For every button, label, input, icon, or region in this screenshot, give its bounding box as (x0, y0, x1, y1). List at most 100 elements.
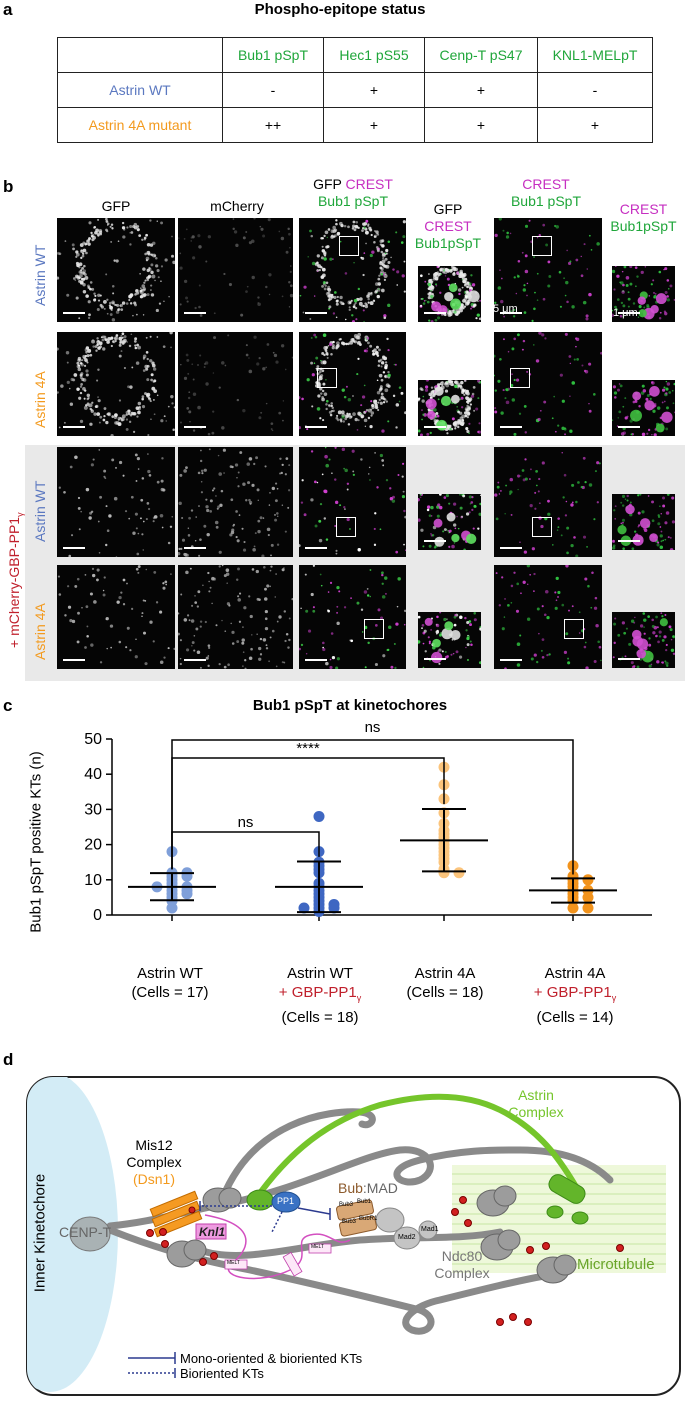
signal-spot (311, 373, 315, 377)
signal-spot (67, 605, 72, 609)
signal-spot (121, 417, 125, 422)
signal-spot (471, 283, 476, 287)
mad-proteins (375, 1207, 438, 1250)
signal-spot (652, 279, 655, 282)
signal-spot (387, 373, 391, 378)
signal-spot (263, 565, 266, 569)
signal-spot (325, 403, 328, 406)
signal-spot (551, 417, 554, 420)
signal-spot (341, 447, 346, 452)
signal-spot (163, 300, 165, 303)
signal-spot (437, 382, 440, 386)
signal-spot (115, 466, 117, 469)
signal-spot (467, 290, 480, 303)
signal-spot (321, 389, 325, 393)
signal-spot (363, 320, 365, 322)
signal-spot (580, 485, 584, 489)
signal-spot (591, 571, 594, 574)
signal-spot (661, 411, 673, 423)
signal-spot (396, 605, 399, 608)
signal-spot (263, 597, 268, 601)
signal-spot (97, 299, 101, 302)
signal-spot (614, 305, 617, 309)
signal-spot (151, 386, 156, 391)
signal-spot (278, 615, 282, 619)
signal-spot (395, 426, 398, 429)
signal-spot (538, 233, 542, 237)
signal-spot (207, 235, 211, 239)
signal-spot (321, 473, 324, 476)
signal-spot (192, 378, 195, 381)
group-treatment: + GBP-PP1γ (534, 984, 616, 1003)
signal-spot (257, 519, 261, 523)
mad1-label: Mad1 (421, 1226, 439, 1233)
signal-spot (636, 275, 639, 278)
signal-spot (456, 515, 458, 518)
signal-spot (392, 268, 395, 271)
signal-spot (613, 641, 616, 645)
signal-spot (289, 293, 293, 298)
signal-spot (630, 409, 642, 422)
signal-spot (622, 315, 625, 317)
signal-spot (337, 410, 342, 415)
signal-spot (564, 332, 568, 336)
signal-spot (395, 622, 399, 626)
signal-spot (97, 293, 101, 297)
bracket-wt-vs-wtpp (171, 831, 320, 870)
signal-spot (99, 495, 103, 499)
signal-spot (672, 402, 675, 405)
signal-spot (238, 592, 242, 595)
signal-spot (152, 398, 155, 401)
signal-spot (666, 382, 671, 386)
signal-spot (190, 509, 194, 512)
signal-spot (248, 369, 253, 374)
signal-spot (118, 336, 123, 341)
signal-spot (141, 395, 145, 398)
signal-spot (253, 218, 256, 220)
inhibition-arrows (199, 1201, 331, 1233)
data-point (567, 902, 579, 914)
signal-spot (353, 298, 358, 303)
signal-spot (335, 666, 339, 669)
signal-spot (621, 518, 626, 522)
signal-spot (647, 495, 650, 497)
signal-spot (636, 638, 649, 650)
signal-spot (160, 419, 164, 423)
signal-spot (142, 314, 145, 316)
mis12-line1: Mis12 (135, 1137, 173, 1153)
signal-spot (117, 416, 121, 420)
signal-spot (98, 552, 101, 554)
signal-spot (662, 504, 666, 508)
signal-spot (242, 236, 246, 240)
signal-spot (259, 225, 262, 228)
signal-spot (338, 590, 341, 593)
signal-spot (135, 313, 138, 316)
signal-spot (365, 410, 367, 413)
signal-spot (346, 482, 350, 486)
signal-spot (147, 507, 151, 511)
signal-spot (431, 534, 435, 537)
y-tick-label: 40 (84, 766, 102, 783)
signal-spot (502, 338, 505, 341)
signal-spot (97, 399, 101, 403)
inner-kinetochore-region (27, 1077, 118, 1392)
signal-spot (350, 597, 352, 599)
signal-spot (161, 526, 164, 529)
signal-spot (551, 544, 554, 546)
signal-spot (251, 275, 255, 280)
signal-spot (554, 224, 557, 228)
signal-spot (267, 533, 270, 537)
signal-spot (57, 251, 60, 255)
signal-spot (620, 281, 624, 285)
signal-spot (661, 401, 664, 404)
signal-spot (282, 419, 284, 422)
signal-spot (178, 551, 181, 556)
signal-spot (160, 221, 164, 225)
signal-spot (130, 411, 134, 416)
signal-spot (475, 407, 479, 411)
signal-spot (230, 498, 234, 502)
signal-spot (571, 305, 575, 309)
signal-spot (140, 287, 142, 289)
signal-spot (619, 314, 623, 318)
